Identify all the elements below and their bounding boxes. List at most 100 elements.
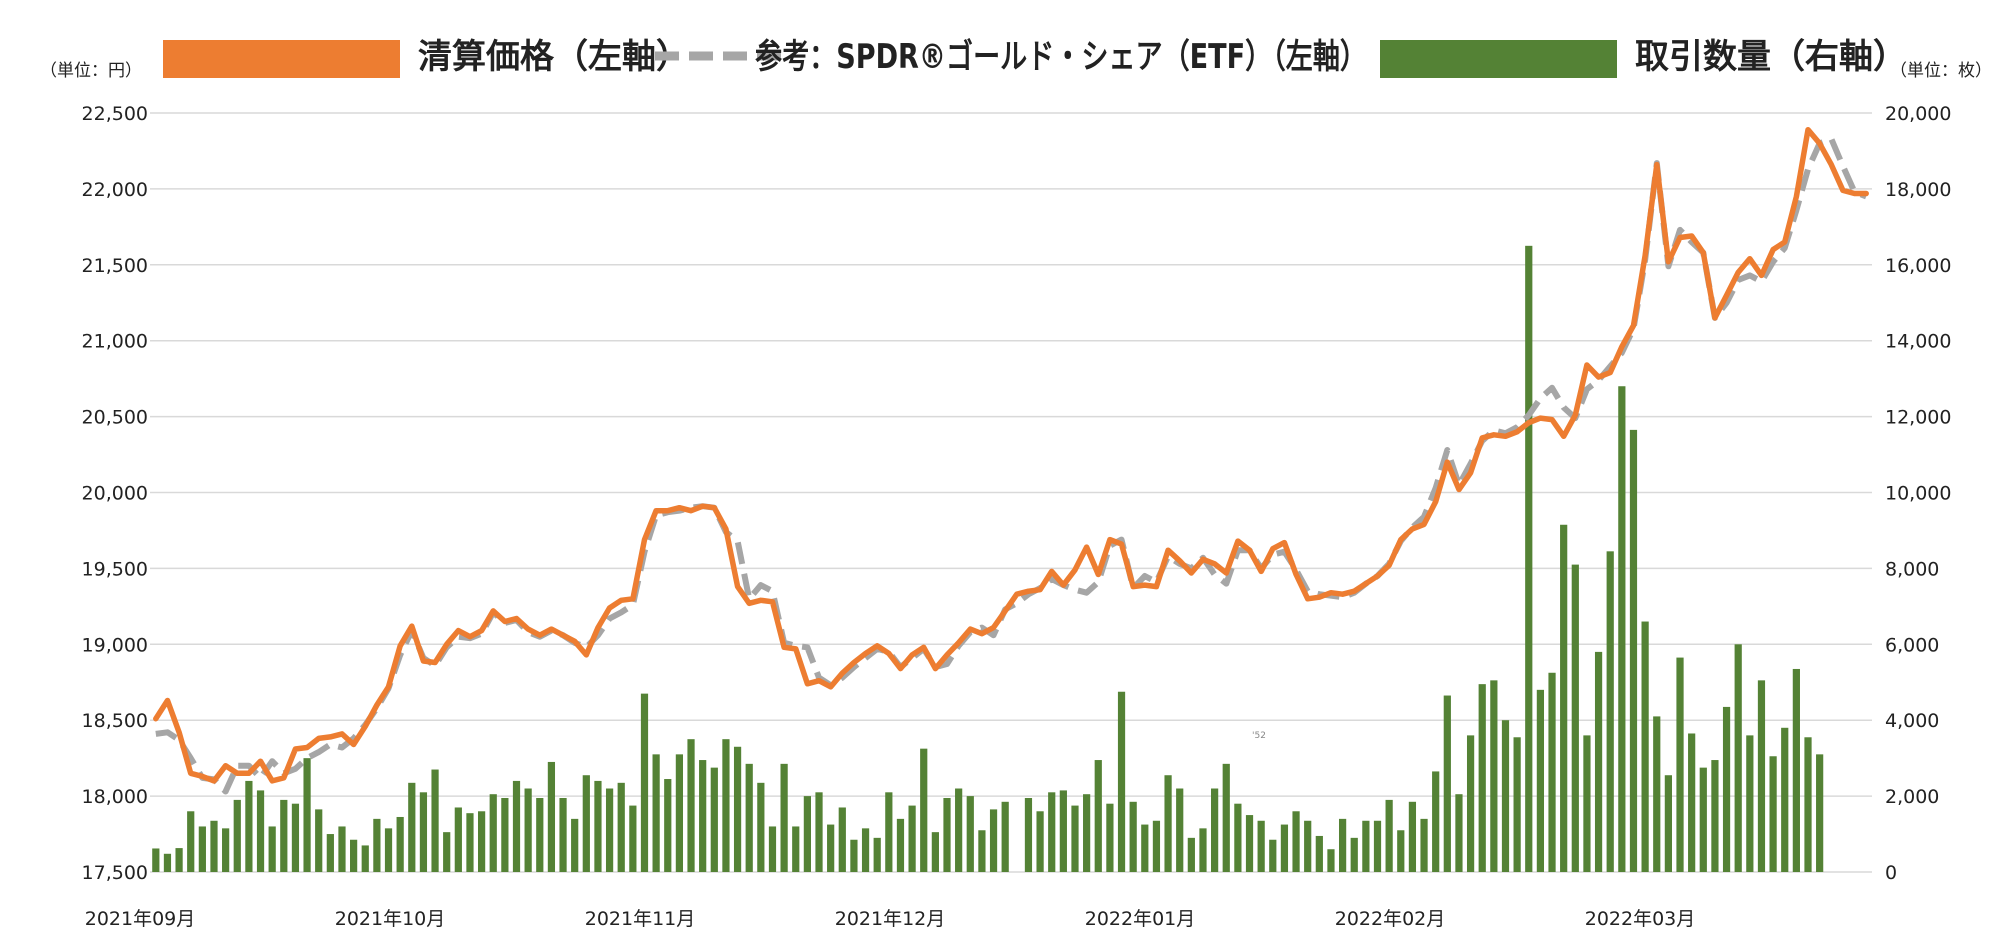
volume-bar (1653, 716, 1661, 872)
volume-bar (547, 761, 556, 872)
volume-bar (350, 839, 358, 872)
volume-bar (989, 809, 998, 872)
volume-bar (640, 693, 649, 872)
left-tick-label: 22,000 (82, 179, 148, 201)
volume-bar (373, 818, 381, 872)
chart-note: '52 (1252, 731, 1266, 741)
right-tick-label: 16,000 (1885, 255, 1951, 277)
left-tick-label: 20,000 (82, 483, 148, 505)
volume-bar (1176, 788, 1184, 872)
right-tick-label: 6,000 (1885, 634, 1939, 656)
volume-bar (1408, 801, 1417, 872)
volume-bar (303, 758, 311, 872)
volume-bar (1420, 818, 1428, 872)
volume-bar (338, 826, 346, 872)
volume-bar (675, 754, 684, 872)
volume-bar (664, 779, 672, 872)
right-axis-unit: （単位：枚） (1890, 61, 1992, 81)
volume-bar (1536, 689, 1545, 872)
volume-bar (1094, 760, 1102, 872)
volume-bar (733, 746, 742, 872)
volume-bars (152, 245, 1824, 872)
right-tick-label: 4,000 (1885, 710, 1939, 732)
volume-bar (827, 824, 835, 872)
volume-bar (1338, 818, 1347, 872)
volume-bar (1816, 754, 1824, 872)
volume-bar (885, 792, 893, 872)
volume-bar (1117, 691, 1126, 872)
volume-bar (326, 834, 334, 872)
volume-bar (1490, 680, 1498, 872)
volume-bar (1560, 524, 1568, 872)
volume-bar (710, 767, 718, 872)
volume-bar (361, 845, 369, 872)
volume-bar (1315, 835, 1323, 872)
legend-etf-label: 参考：SPDR®ゴールド・シェア（ETF）（左軸） (755, 37, 1367, 77)
right-tick-label: 10,000 (1885, 483, 1951, 505)
right-tick-label: 0 (1885, 862, 1897, 884)
right-tick-label: 14,000 (1885, 331, 1951, 353)
volume-bar (1362, 820, 1370, 872)
volume-bar (1083, 794, 1091, 872)
right-tick-label: 18,000 (1885, 179, 1951, 201)
volume-bar (268, 826, 276, 872)
volume-bar (629, 805, 637, 872)
volume-bar (1304, 820, 1312, 872)
volume-bar (1292, 811, 1300, 872)
volume-bar (512, 780, 521, 872)
volume-bar (1664, 775, 1672, 872)
volume-bar (1722, 706, 1731, 872)
left-tick-label: 17,500 (82, 862, 148, 884)
volume-bar (1443, 695, 1451, 872)
left-axis-ticks: 22,500 22,000 21,500 21,000 20,500 20,000 19,5… (82, 103, 148, 884)
volume-bar (815, 792, 823, 872)
right-axis-ticks: 20,000 18,000 16,000 14,000 12,000 10,000 8,00… (1885, 103, 1951, 884)
legend-settlement-swatch (163, 40, 400, 78)
volume-bar (501, 797, 509, 872)
volume-bar (1466, 735, 1475, 872)
volume-bar (419, 792, 428, 872)
volume-bar (1234, 803, 1242, 872)
volume-bar (1059, 790, 1067, 872)
volume-bar (687, 739, 695, 872)
volume-bar (431, 769, 439, 872)
volume-bar (803, 796, 811, 872)
legend-settlement-label: 清算価格（左軸） (418, 37, 690, 77)
left-axis-unit: （単位：円） (40, 61, 142, 81)
volume-bar (1164, 775, 1172, 872)
legend-volume-label: 取引数量（右軸） (1635, 37, 1907, 77)
volume-bar (384, 828, 393, 872)
x-tick-label: 2021年10月 (335, 908, 446, 930)
legend: 清算価格（左軸） 参考：SPDR®ゴールド・シェア（ETF）（左軸） 取引数量（… (163, 37, 1907, 78)
volume-bar (1746, 735, 1754, 872)
volume-bar (1769, 756, 1777, 872)
volume-bar (396, 816, 404, 872)
volume-bar (617, 782, 625, 872)
volume-bar (978, 830, 986, 872)
price-lines (153, 126, 1869, 795)
volume-bar (1222, 763, 1230, 872)
volume-bar (233, 799, 241, 872)
volume-bar (908, 805, 916, 872)
volume-bar (1478, 684, 1486, 872)
volume-bar (1629, 429, 1638, 872)
volume-bar (198, 826, 206, 872)
volume-bar (466, 813, 474, 872)
volume-bar (222, 828, 230, 872)
volume-bar (1606, 551, 1614, 872)
volume-bar (1280, 824, 1289, 872)
volume-bar (1245, 815, 1254, 872)
volume-bar (966, 796, 974, 872)
volume-bar (745, 763, 753, 872)
volume-bar (1513, 737, 1521, 872)
volume-bar (861, 828, 870, 872)
volume-bar (1199, 828, 1207, 872)
x-tick-label: 2021年12月 (835, 908, 946, 930)
volume-bar (943, 797, 951, 872)
volume-bar (780, 763, 788, 872)
volume-bar (1676, 657, 1684, 872)
volume-bar (1269, 839, 1277, 872)
volume-bar (443, 832, 451, 872)
volume-bar (280, 799, 288, 872)
